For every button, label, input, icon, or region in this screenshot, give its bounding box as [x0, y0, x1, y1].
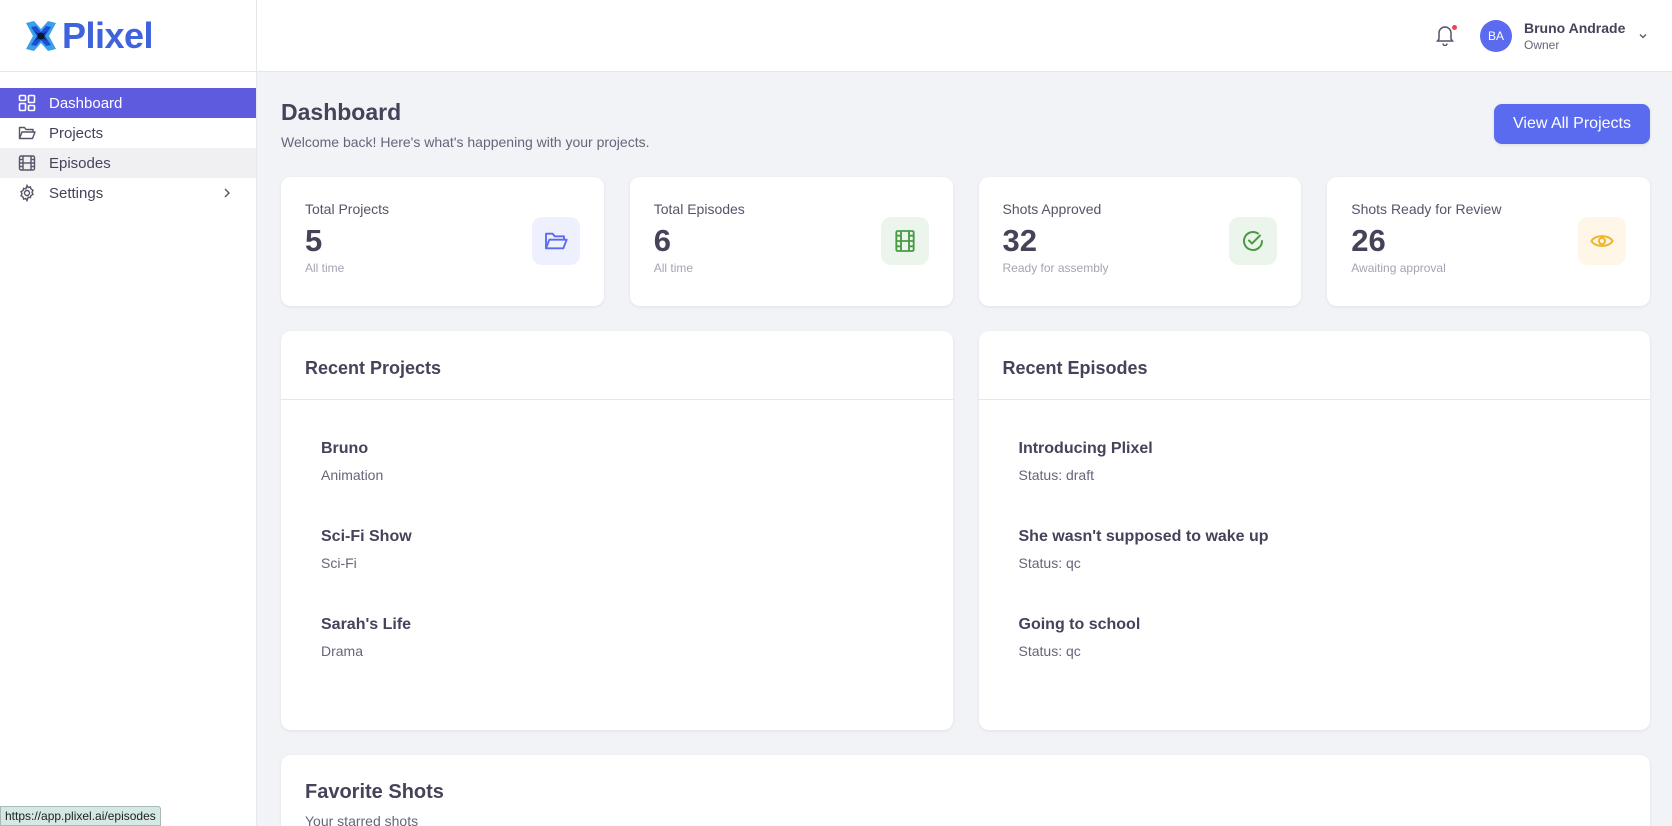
episode-name: Introducing Plixel — [1018, 440, 1153, 457]
episode-list-item[interactable]: She wasn't supposed to wake up Status: q… — [1019, 528, 1611, 616]
stat-sub: All time — [305, 261, 345, 275]
brand-name: Plixel — [62, 14, 154, 56]
stat-label: Total Projects — [305, 201, 390, 217]
stat-label: Shots Ready for Review — [1351, 201, 1502, 217]
project-genre: Drama — [321, 643, 364, 659]
stat-label: Total Episodes — [653, 201, 745, 217]
panel-title: Recent Projects — [281, 331, 953, 400]
check-circle-icon — [1229, 217, 1278, 265]
gear-icon — [18, 184, 36, 202]
sidebar-item-label: Episodes — [49, 154, 111, 172]
folder-icon — [531, 217, 580, 265]
stat-card-total-projects: Total Projects 5 All time — [281, 177, 604, 306]
stat-card-shots-approved: Shots Approved 32 Ready for assembly — [978, 177, 1302, 306]
project-list-item[interactable]: Sarah's Life Drama — [321, 616, 913, 704]
folder-icon — [18, 124, 36, 142]
panel-subtitle: Your starred shots — [305, 813, 419, 826]
episode-list-item[interactable]: Going to school Status: qc — [1019, 616, 1611, 704]
user-role: Owner — [1524, 38, 1560, 52]
topbar: BA Bruno Andrade Owner — [257, 0, 1672, 72]
stat-label: Shots Approved — [1002, 201, 1102, 217]
stat-card-shots-ready-for-review: Shots Ready for Review 26 Awaiting appro… — [1327, 177, 1650, 306]
stat-value: 5 — [305, 223, 323, 258]
grid-icon — [18, 94, 36, 112]
episode-name: Going to school — [1018, 616, 1141, 633]
project-genre: Animation — [321, 467, 384, 483]
notifications-button[interactable] — [1435, 24, 1457, 48]
sidebar-item-dashboard[interactable]: Dashboard — [0, 88, 256, 118]
project-list-item[interactable]: Sci-Fi Show Sci-Fi — [321, 528, 913, 616]
episode-status: Status: draft — [1018, 467, 1094, 483]
avatar[interactable]: BA — [1480, 20, 1512, 52]
sidebar-item-projects[interactable]: Projects — [0, 118, 256, 148]
sidebar: Plixel Dashboard Projects Episodes Setti… — [0, 0, 257, 826]
sidebar-item-label: Settings — [49, 184, 104, 202]
project-genre: Sci-Fi — [321, 555, 357, 571]
stats-row: Total Projects 5 All time Total Episodes… — [281, 177, 1650, 306]
recent-projects-panel: Recent Projects Bruno Animation Sci-Fi S… — [281, 331, 953, 730]
chevron-down-icon[interactable] — [1637, 30, 1649, 42]
stat-card-total-episodes: Total Episodes 6 All time — [629, 177, 953, 306]
episode-name: She wasn't supposed to wake up — [1018, 528, 1269, 545]
sidebar-item-label: Projects — [49, 124, 104, 142]
view-all-projects-button[interactable]: View All Projects — [1494, 104, 1650, 144]
sidebar-nav: Dashboard Projects Episodes Settings — [0, 88, 256, 208]
favorite-shots-panel: Favorite Shots Your starred shots — [281, 755, 1650, 826]
project-name: Sarah's Life — [321, 616, 412, 633]
panel-title: Favorite Shots — [305, 781, 444, 803]
stat-value: 6 — [653, 223, 671, 258]
sidebar-item-label: Dashboard — [49, 94, 123, 112]
stat-value: 32 — [1002, 223, 1037, 258]
plixel-logo-icon — [26, 20, 56, 51]
chevron-right-icon — [220, 186, 234, 200]
project-name: Sci-Fi Show — [321, 528, 412, 545]
stat-sub: Ready for assembly — [1002, 261, 1109, 275]
page-title: Dashboard — [281, 99, 402, 125]
notification-dot — [1452, 25, 1457, 30]
link-status-bar: https://app.plixel.ai/episodes — [0, 806, 161, 826]
recent-episodes-panel: Recent Episodes Introducing Plixel Statu… — [978, 331, 1650, 730]
bell-icon — [1436, 26, 1454, 47]
film-icon — [880, 217, 929, 265]
film-icon — [18, 154, 36, 172]
project-name: Bruno — [321, 440, 369, 457]
panels-row: Recent Projects Bruno Animation Sci-Fi S… — [281, 331, 1650, 730]
sidebar-item-episodes[interactable]: Episodes — [0, 148, 256, 178]
episode-status: Status: qc — [1018, 555, 1081, 571]
stat-sub: All time — [653, 261, 694, 275]
stat-value: 26 — [1351, 223, 1386, 258]
page-subtitle: Welcome back! Here's what's happening wi… — [281, 134, 650, 150]
logo[interactable]: Plixel — [0, 0, 256, 72]
stat-sub: Awaiting approval — [1351, 261, 1446, 275]
episode-status: Status: qc — [1018, 643, 1081, 659]
episode-list-item[interactable]: Introducing Plixel Status: draft — [1019, 440, 1611, 528]
user-name[interactable]: Bruno Andrade — [1524, 20, 1626, 36]
eye-icon — [1578, 217, 1626, 265]
sidebar-item-settings[interactable]: Settings — [0, 178, 256, 208]
project-list-item[interactable]: Bruno Animation — [321, 440, 913, 528]
panel-title: Recent Episodes — [978, 331, 1650, 400]
